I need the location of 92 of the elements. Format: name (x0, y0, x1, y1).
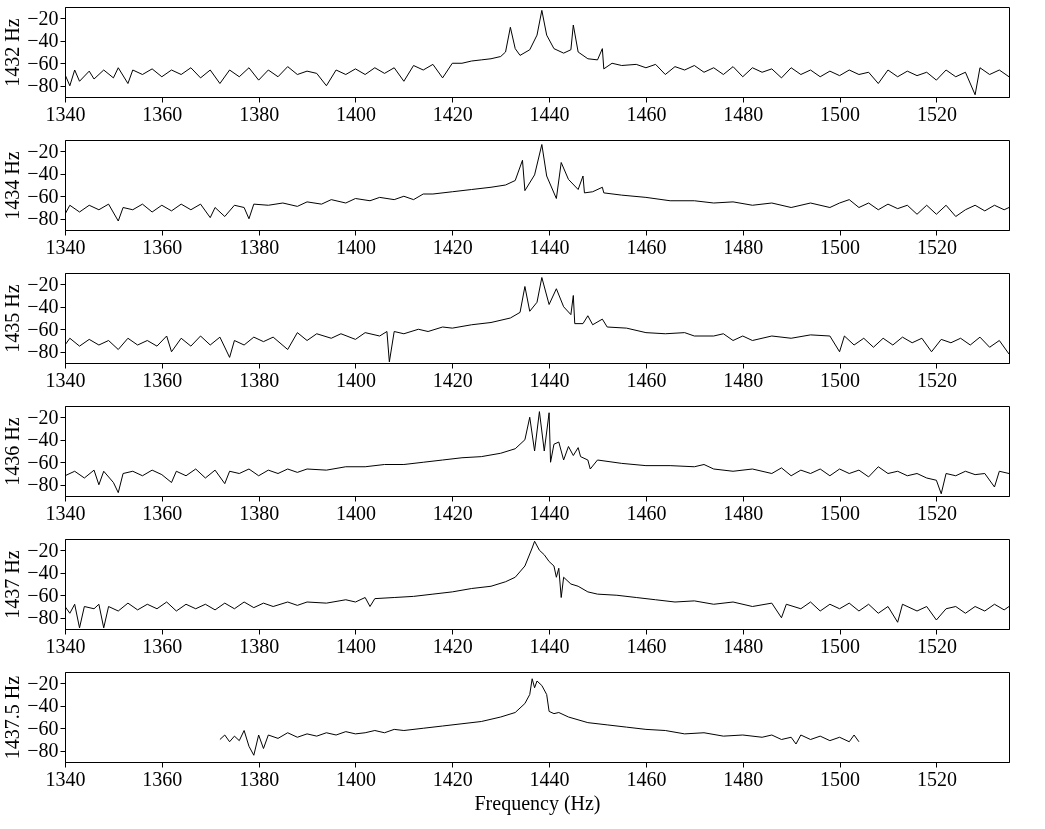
x-tick-label: 1440 (529, 102, 570, 125)
x-tick-label: 1500 (820, 634, 861, 657)
x-tick-label: 1460 (626, 102, 667, 125)
x-tick-label: 1460 (626, 235, 667, 258)
x-tick-label: 1420 (432, 634, 473, 657)
x-tick-label: 1480 (723, 102, 764, 125)
x-tick-label: 1520 (916, 102, 957, 125)
y-tick-label: −60 (27, 184, 59, 207)
x-tick-label: 1420 (432, 235, 473, 258)
y-tick-label: −80 (27, 473, 59, 496)
x-tick-label: 1380 (239, 634, 280, 657)
x-tick-label: 1440 (529, 501, 570, 524)
y-tick-label: −40 (27, 428, 59, 451)
y-tick-label: −60 (27, 51, 59, 74)
x-tick-label: 1440 (529, 767, 570, 790)
x-tick-label: 1520 (916, 634, 957, 657)
x-tick-label: 1440 (529, 235, 570, 258)
y-tick-label: −40 (27, 162, 59, 185)
y-tick-label: −20 (27, 272, 59, 295)
y-tick-label: −40 (27, 694, 59, 717)
x-tick-label: 1420 (432, 102, 473, 125)
x-tick-label: 1500 (820, 501, 861, 524)
x-tick-label: 1420 (432, 368, 473, 391)
x-tick-label: 1380 (239, 368, 280, 391)
y-tick-label: −20 (27, 405, 59, 428)
y-axis-title: 1432 Hz (1, 18, 24, 87)
x-tick-label: 1520 (916, 368, 957, 391)
y-tick-label: −60 (27, 317, 59, 340)
x-tick-label: 1500 (820, 767, 861, 790)
x-tick-label: 1400 (335, 102, 376, 125)
x-tick-label: 1400 (335, 235, 376, 258)
x-tick-label: 1400 (335, 501, 376, 524)
x-tick-label: 1380 (239, 102, 280, 125)
y-tick-label: −40 (27, 295, 59, 318)
y-axis-title: 1436 Hz (1, 417, 24, 486)
y-axis-title: 1434 Hz (1, 151, 24, 220)
y-axis-title: 1437 Hz (1, 550, 24, 619)
x-tick-label: 1340 (45, 767, 86, 790)
y-axis-title: 1435 Hz (1, 284, 24, 353)
x-tick-label: 1460 (626, 501, 667, 524)
x-tick-label: 1460 (626, 368, 667, 391)
x-tick-label: 1400 (335, 368, 376, 391)
y-tick-label: −80 (27, 739, 59, 762)
x-tick-label: 1440 (529, 368, 570, 391)
x-tick-label: 1520 (916, 235, 957, 258)
x-tick-label: 1340 (45, 634, 86, 657)
x-tick-label: 1360 (142, 634, 183, 657)
x-tick-label: 1480 (723, 634, 764, 657)
x-tick-label: 1380 (239, 501, 280, 524)
x-tick-label: 1500 (820, 368, 861, 391)
y-tick-label: −20 (27, 139, 59, 162)
x-tick-label: 1440 (529, 634, 570, 657)
y-tick-label: −20 (27, 6, 59, 29)
x-tick-label: 1480 (723, 368, 764, 391)
x-tick-label: 1520 (916, 767, 957, 790)
x-tick-label: 1480 (723, 235, 764, 258)
x-tick-label: 1520 (916, 501, 957, 524)
x-tick-label: 1460 (626, 634, 667, 657)
x-tick-label: 1340 (45, 102, 86, 125)
x-axis-title: Frequency (Hz) (474, 791, 601, 815)
x-tick-label: 1360 (142, 102, 183, 125)
x-tick-label: 1340 (45, 235, 86, 258)
y-tick-label: −80 (27, 74, 59, 97)
y-tick-label: −40 (27, 561, 59, 584)
y-tick-label: −80 (27, 606, 59, 629)
x-tick-label: 1500 (820, 235, 861, 258)
x-tick-label: 1380 (239, 235, 280, 258)
y-tick-label: −20 (27, 538, 59, 561)
x-tick-label: 1360 (142, 368, 183, 391)
x-tick-label: 1480 (723, 501, 764, 524)
y-tick-label: −60 (27, 583, 59, 606)
y-tick-label: −80 (27, 340, 59, 363)
y-tick-label: −40 (27, 29, 59, 52)
x-tick-label: 1420 (432, 501, 473, 524)
x-tick-label: 1420 (432, 767, 473, 790)
x-tick-label: 1480 (723, 767, 764, 790)
y-tick-label: −20 (27, 671, 59, 694)
y-axis-title: 1437.5 Hz (1, 675, 24, 760)
x-tick-label: 1360 (142, 235, 183, 258)
x-tick-label: 1340 (45, 501, 86, 524)
x-tick-label: 1500 (820, 102, 861, 125)
x-tick-label: 1360 (142, 501, 183, 524)
line-series (219, 678, 860, 756)
x-tick-label: 1400 (335, 634, 376, 657)
y-tick-label: −80 (27, 207, 59, 230)
x-tick-label: 1380 (239, 767, 280, 790)
x-tick-label: 1400 (335, 767, 376, 790)
x-tick-label: 1340 (45, 368, 86, 391)
y-tick-label: −60 (27, 450, 59, 473)
x-tick-label: 1360 (142, 767, 183, 790)
y-tick-label: −60 (27, 716, 59, 739)
x-tick-label: 1460 (626, 767, 667, 790)
